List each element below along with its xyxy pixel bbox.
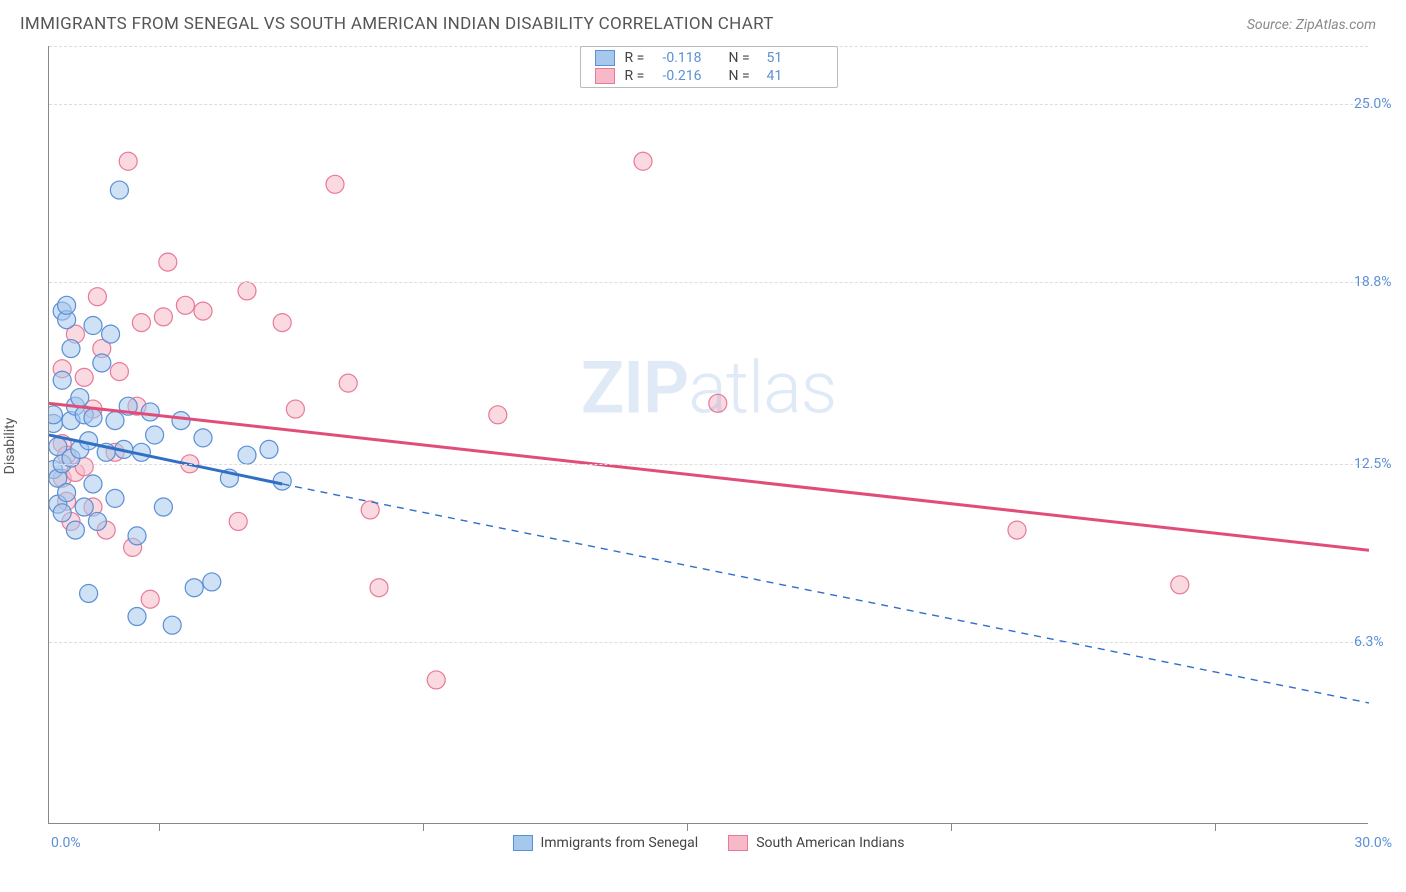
data-point bbox=[273, 472, 291, 490]
correlation-legend-row: R = -0.216 N = 41 bbox=[581, 67, 837, 85]
series-legend-item: South American Indians bbox=[728, 835, 904, 851]
data-point bbox=[58, 484, 76, 502]
chart-container: Disability ZIPatlas R = -0.118 N = 51 R … bbox=[20, 46, 1386, 846]
data-point bbox=[273, 314, 291, 332]
data-point bbox=[176, 296, 194, 314]
data-point bbox=[102, 325, 120, 343]
data-point bbox=[132, 314, 150, 332]
n-label: N = bbox=[729, 68, 757, 84]
data-point bbox=[1008, 521, 1026, 539]
data-point bbox=[75, 368, 93, 386]
source-attribution: Source: ZipAtlas.com bbox=[1247, 17, 1376, 33]
data-point bbox=[106, 412, 124, 430]
r-label: R = bbox=[625, 50, 653, 66]
correlation-legend: R = -0.118 N = 51 R = -0.216 N = 41 bbox=[580, 46, 838, 88]
data-point bbox=[203, 573, 221, 591]
data-point bbox=[53, 504, 71, 522]
swatch-senegal bbox=[512, 835, 532, 851]
data-point bbox=[75, 498, 93, 516]
data-point bbox=[71, 389, 89, 407]
data-point bbox=[154, 308, 172, 326]
chart-title: IMMIGRANTS FROM SENEGAL VS SOUTH AMERICA… bbox=[20, 14, 774, 34]
series-name-sai: South American Indians bbox=[756, 835, 904, 851]
data-point bbox=[58, 296, 76, 314]
data-point bbox=[128, 527, 146, 545]
y-tick-label: 25.0% bbox=[1354, 96, 1406, 112]
data-point bbox=[66, 521, 84, 539]
data-point bbox=[80, 584, 98, 602]
n-label: N = bbox=[729, 50, 757, 66]
data-point bbox=[1171, 576, 1189, 594]
x-tick bbox=[159, 823, 160, 831]
data-point bbox=[146, 426, 164, 444]
data-point bbox=[53, 371, 71, 389]
y-tick-label: 18.8% bbox=[1354, 274, 1406, 290]
data-point bbox=[49, 406, 62, 424]
data-point bbox=[238, 282, 256, 300]
plot-svg bbox=[49, 46, 1369, 824]
r-value-sai: -0.216 bbox=[663, 68, 719, 84]
data-point bbox=[106, 489, 124, 507]
data-point bbox=[709, 394, 727, 412]
gridline bbox=[49, 464, 1368, 465]
data-point bbox=[93, 354, 111, 372]
data-point bbox=[154, 498, 172, 516]
r-label: R = bbox=[625, 68, 653, 84]
data-point bbox=[634, 152, 652, 170]
series-name-senegal: Immigrants from Senegal bbox=[540, 835, 698, 851]
data-point bbox=[128, 608, 146, 626]
data-point bbox=[141, 403, 159, 421]
n-value-sai: 41 bbox=[767, 68, 823, 84]
data-point bbox=[172, 412, 190, 430]
swatch-senegal bbox=[595, 50, 615, 66]
data-point bbox=[238, 446, 256, 464]
data-point bbox=[88, 288, 106, 306]
y-tick-label: 6.3% bbox=[1354, 634, 1406, 650]
trend-line-extrapolated bbox=[282, 484, 1369, 703]
data-point bbox=[194, 302, 212, 320]
swatch-sai bbox=[728, 835, 748, 851]
n-value-senegal: 51 bbox=[767, 50, 823, 66]
data-point bbox=[119, 152, 137, 170]
series-legend: Immigrants from Senegal South American I… bbox=[512, 835, 904, 851]
data-point bbox=[427, 671, 445, 689]
data-point bbox=[229, 512, 247, 530]
x-tick bbox=[951, 823, 952, 831]
data-point bbox=[84, 475, 102, 493]
y-tick-label: 12.5% bbox=[1354, 456, 1406, 472]
data-point bbox=[88, 512, 106, 530]
data-point bbox=[326, 175, 344, 193]
gridline bbox=[49, 642, 1368, 643]
gridline bbox=[49, 104, 1368, 105]
data-point bbox=[110, 363, 128, 381]
gridline bbox=[49, 282, 1368, 283]
data-point bbox=[339, 374, 357, 392]
series-legend-item: Immigrants from Senegal bbox=[512, 835, 698, 851]
x-min-label: 0.0% bbox=[51, 835, 81, 851]
data-point bbox=[370, 579, 388, 597]
data-point bbox=[260, 440, 278, 458]
data-point bbox=[110, 181, 128, 199]
x-tick bbox=[1215, 823, 1216, 831]
data-point bbox=[62, 340, 80, 358]
data-point bbox=[489, 406, 507, 424]
r-value-senegal: -0.118 bbox=[663, 50, 719, 66]
data-point bbox=[194, 429, 212, 447]
data-point bbox=[84, 317, 102, 335]
plot-area: ZIPatlas R = -0.118 N = 51 R = -0.216 N … bbox=[48, 46, 1368, 824]
data-point bbox=[286, 400, 304, 418]
x-tick bbox=[423, 823, 424, 831]
data-point bbox=[185, 579, 203, 597]
data-point bbox=[141, 590, 159, 608]
x-max-label: 30.0% bbox=[1354, 835, 1392, 851]
swatch-sai bbox=[595, 68, 615, 84]
data-point bbox=[84, 409, 102, 427]
data-point bbox=[159, 253, 177, 271]
data-point bbox=[163, 616, 181, 634]
x-tick bbox=[687, 823, 688, 831]
correlation-legend-row: R = -0.118 N = 51 bbox=[581, 49, 837, 67]
y-axis-label: Disability bbox=[2, 418, 18, 475]
